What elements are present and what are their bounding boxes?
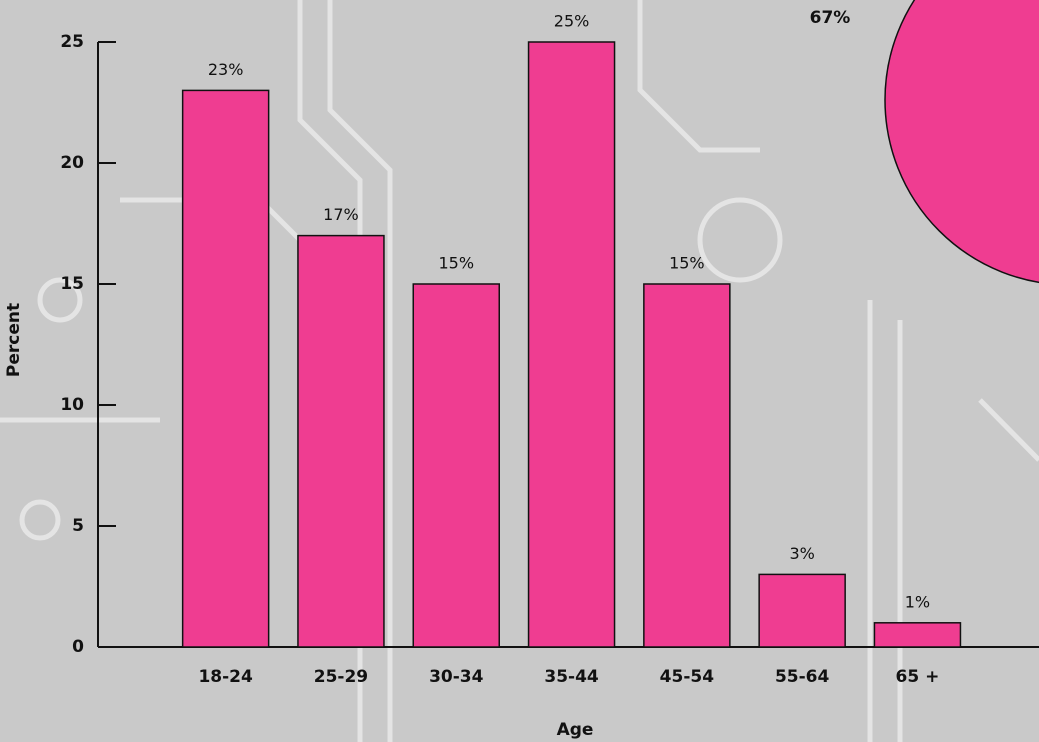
x-tick-label: 65 + <box>896 667 940 687</box>
y-tick-label: 20 <box>60 153 84 173</box>
value-label: 1% <box>905 592 930 611</box>
value-label: 17% <box>323 205 359 224</box>
y-axis-label: Percent <box>4 303 24 377</box>
pie-slice <box>884 0 1039 284</box>
x-tick-label: 18-24 <box>198 667 253 687</box>
x-tick-label: 35-44 <box>544 667 599 687</box>
value-label: 15% <box>669 254 705 273</box>
x-axis-label: Age <box>557 720 594 740</box>
y-tick-label: 5 <box>72 516 84 536</box>
bar <box>643 283 731 648</box>
x-tick-label: 30-34 <box>429 667 484 687</box>
y-tick-label: 0 <box>72 637 84 657</box>
x-tick-label: 25-29 <box>314 667 368 687</box>
y-tick-label: 10 <box>60 395 84 415</box>
y-tick-label: 15 <box>60 274 84 294</box>
bar <box>297 234 385 648</box>
bar <box>412 283 500 648</box>
x-tick-label: 55-64 <box>775 667 830 687</box>
annotation: 67% <box>810 8 851 28</box>
value-label: 15% <box>438 254 474 273</box>
value-label: 23% <box>208 60 244 79</box>
bar <box>758 573 846 648</box>
value-label: 25% <box>554 12 590 31</box>
y-tick-label: 25 <box>60 32 84 52</box>
x-tick-label: 45-54 <box>660 667 715 687</box>
bar <box>873 622 962 648</box>
bar <box>181 89 270 648</box>
bar <box>527 41 616 648</box>
value-label: 3% <box>789 544 814 563</box>
